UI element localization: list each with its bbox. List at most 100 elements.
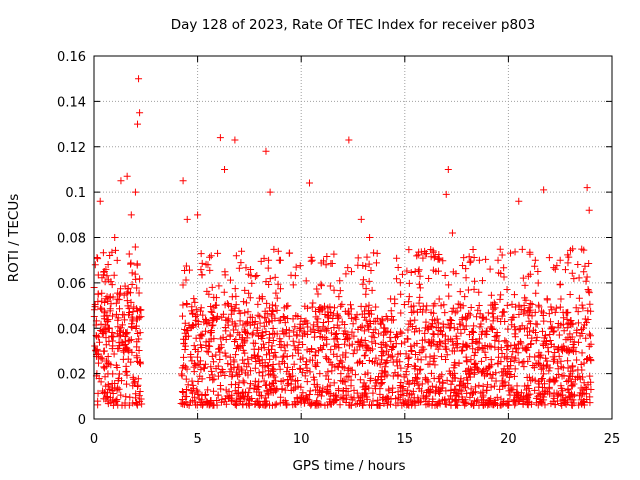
roti-point	[477, 320, 485, 328]
roti-point	[508, 300, 516, 308]
roti-point	[180, 353, 188, 361]
roti-point	[327, 346, 335, 354]
roti-point	[187, 351, 195, 359]
roti-point	[268, 342, 276, 350]
roti-point	[110, 350, 118, 358]
roti-point	[347, 301, 355, 309]
roti-point	[515, 197, 523, 205]
roti-point	[197, 331, 205, 339]
roti-point	[214, 372, 222, 380]
roti-point	[238, 367, 246, 375]
roti-point	[583, 184, 591, 192]
x-tick-label: 5	[193, 432, 201, 447]
roti-point	[338, 300, 346, 308]
roti-point	[303, 394, 311, 402]
roti-point	[359, 276, 367, 284]
roti-point	[525, 385, 533, 393]
roti-point	[251, 364, 259, 372]
roti-point	[129, 317, 137, 325]
roti-point	[265, 304, 273, 312]
roti-point	[494, 256, 502, 264]
roti-point	[372, 317, 380, 325]
roti-point	[181, 326, 189, 334]
roti-point	[569, 245, 577, 253]
roti-point	[307, 345, 315, 353]
roti-point	[127, 211, 135, 219]
roti-point	[535, 352, 543, 360]
roti-point	[121, 282, 129, 290]
roti-point	[117, 391, 125, 399]
roti-point	[306, 347, 314, 355]
roti-point	[239, 400, 247, 408]
roti-point	[295, 338, 303, 346]
roti-point	[251, 320, 259, 328]
roti-point	[296, 364, 304, 372]
roti-point	[216, 348, 224, 356]
roti-point	[578, 366, 586, 374]
roti-point	[93, 254, 101, 262]
roti-point	[375, 373, 383, 381]
roti-point	[347, 314, 355, 322]
roti-point	[203, 398, 211, 406]
roti-point	[99, 249, 107, 257]
roti-point	[430, 254, 438, 262]
roti-point	[430, 374, 438, 382]
roti-point	[287, 380, 295, 388]
roti-point	[269, 329, 277, 337]
roti-point	[536, 353, 544, 361]
roti-point	[457, 329, 465, 337]
roti-point	[282, 399, 290, 407]
roti-point	[178, 372, 186, 380]
roti-point	[336, 287, 344, 295]
roti-point	[408, 322, 416, 330]
roti-point	[232, 322, 240, 330]
roti-point	[281, 319, 289, 327]
roti-point	[396, 396, 404, 404]
roti-point	[179, 177, 187, 185]
roti-point	[265, 338, 273, 346]
roti-point	[232, 336, 240, 344]
roti-point	[567, 317, 575, 325]
roti-point	[205, 290, 213, 298]
roti-point	[498, 251, 506, 259]
roti-point	[232, 292, 240, 300]
roti-point	[396, 279, 404, 287]
roti-point	[422, 394, 430, 402]
roti-point	[98, 355, 106, 363]
roti-point	[244, 355, 252, 363]
roti-point	[442, 190, 450, 198]
roti-point	[469, 246, 477, 254]
roti-point	[454, 300, 462, 308]
roti-point	[216, 134, 224, 142]
roti-point	[194, 211, 202, 219]
roti-point	[405, 246, 413, 254]
roti-point	[479, 345, 487, 353]
roti-point	[578, 301, 586, 309]
grid	[94, 56, 612, 419]
roti-point	[578, 330, 586, 338]
roti-point	[360, 327, 368, 335]
roti-point	[137, 395, 145, 403]
roti-point	[342, 270, 350, 278]
roti-point	[306, 387, 314, 395]
roti-point	[573, 329, 581, 337]
roti-point	[324, 356, 332, 364]
roti-point	[565, 388, 573, 396]
roti-point	[207, 367, 215, 375]
roti-point	[535, 303, 543, 311]
roti-point	[496, 245, 504, 253]
roti-point	[578, 349, 586, 357]
roti-point	[102, 334, 110, 342]
roti-point	[418, 347, 426, 355]
roti-point	[318, 345, 326, 353]
roti-point	[393, 358, 401, 366]
roti-point	[458, 387, 466, 395]
roti-point	[341, 353, 349, 361]
roti-point	[266, 370, 274, 378]
roti-point	[476, 310, 484, 318]
roti-point	[333, 310, 341, 318]
roti-point	[263, 400, 271, 408]
roti-point	[552, 374, 560, 382]
roti-point	[381, 324, 389, 332]
